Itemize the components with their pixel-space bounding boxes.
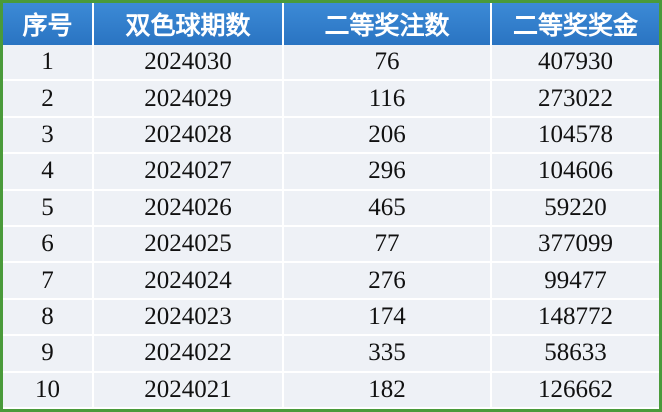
table-cell: 206 (283, 116, 492, 155)
table-cell: 4 (3, 153, 94, 191)
header-cell: 双色球期数 (93, 3, 284, 45)
table-cell: 2024027 (93, 153, 284, 191)
table-cell: 2 (3, 80, 94, 118)
table-cell: 148772 (491, 298, 659, 337)
table-cell: 59220 (491, 189, 659, 227)
table-row: 6 2024025 77 377099 (3, 225, 659, 264)
table-cell: 2024025 (93, 225, 284, 264)
header-cell: 二等奖注数 (283, 3, 492, 45)
table-cell: 2024028 (93, 116, 284, 155)
table-cell: 10 (3, 371, 94, 409)
table-row: 1 2024030 76 407930 (3, 45, 659, 82)
table-cell: 182 (283, 371, 492, 409)
table-cell: 77 (283, 225, 492, 264)
table-cell: 335 (283, 335, 492, 373)
table-cell: 2024022 (93, 335, 284, 373)
table-cell: 465 (283, 189, 492, 227)
table-cell: 104578 (491, 116, 659, 155)
table-cell: 8 (3, 298, 94, 337)
table-row: 7 2024024 276 99477 (3, 262, 659, 300)
table-cell: 2024023 (93, 298, 284, 337)
table-body: 1 2024030 76 407930 2 2024029 116 273022 3 202402… (3, 45, 659, 409)
table-row: 9 2024022 335 58633 (3, 335, 659, 373)
table-cell: 3 (3, 116, 94, 155)
header-cell: 序号 (3, 3, 94, 45)
table-cell: 407930 (491, 45, 659, 82)
table-cell: 2024026 (93, 189, 284, 227)
table-cell: 104606 (491, 153, 659, 191)
table-cell: 1 (3, 45, 94, 82)
header-row: 序号 双色球期数 二等奖注数 二等奖奖金 (3, 3, 659, 45)
table-cell: 126662 (491, 371, 659, 409)
table-cell: 6 (3, 225, 94, 264)
table-row: 2 2024029 116 273022 (3, 80, 659, 118)
table-cell: 99477 (491, 262, 659, 300)
table-row: 5 2024026 465 59220 (3, 189, 659, 227)
table-row: 4 2024027 296 104606 (3, 153, 659, 191)
table-cell: 2024029 (93, 80, 284, 118)
table-cell: 377099 (491, 225, 659, 264)
table-cell: 2024021 (93, 371, 284, 409)
table-cell: 2024024 (93, 262, 284, 300)
table-cell: 76 (283, 45, 492, 82)
header-cell: 二等奖奖金 (491, 3, 659, 45)
table-cell: 2024030 (93, 45, 284, 82)
table-cell: 276 (283, 262, 492, 300)
table-row: 3 2024028 206 104578 (3, 116, 659, 155)
table-cell: 116 (283, 80, 492, 118)
table-cell: 174 (283, 298, 492, 337)
table-row: 8 2024023 174 148772 (3, 298, 659, 337)
table-cell: 9 (3, 335, 94, 373)
table-cell: 7 (3, 262, 94, 300)
table-cell: 58633 (491, 335, 659, 373)
lottery-table: 序号 双色球期数 二等奖注数 二等奖奖金 1 2024030 76 407930 2 20240… (3, 3, 659, 409)
table-cell: 5 (3, 189, 94, 227)
table-cell: 296 (283, 153, 492, 191)
table-row: 10 2024021 182 126662 (3, 371, 659, 409)
table-cell: 273022 (491, 80, 659, 118)
